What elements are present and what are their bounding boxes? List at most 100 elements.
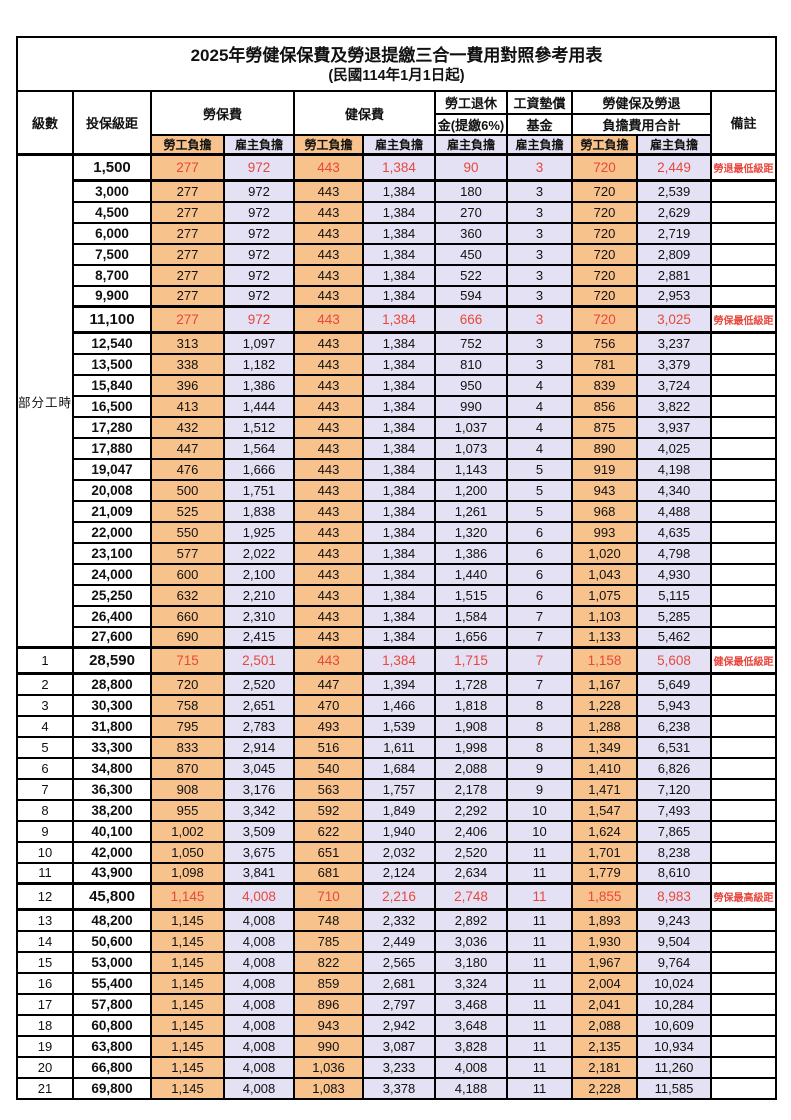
part-time-section-label: 部分工時	[15, 153, 75, 649]
bracket-cell: 50,600	[72, 929, 153, 953]
total-employee-cell: 1,133	[571, 625, 639, 649]
pension-employer-cell: 1,143	[434, 457, 509, 481]
level-cell: 8	[15, 798, 75, 822]
wage-fund-cell: 11	[506, 1013, 574, 1037]
level-cell: 12	[15, 882, 75, 911]
table-row: 4 31,800 795 2,783 493 1,539 1,908 8 1,288 6,238	[15, 714, 778, 738]
labor-employee-cell: 277	[150, 153, 226, 182]
note-cell: 勞退最低級距	[710, 153, 778, 182]
column-header-bracket: 投保級距	[72, 90, 153, 156]
total-employer-cell: 5,649	[636, 672, 713, 696]
health-employer-cell: 2,216	[362, 882, 437, 911]
pension-employer-cell: 990	[434, 394, 509, 418]
labor-employee-cell: 277	[150, 221, 226, 245]
health-employee-cell: 748	[293, 908, 365, 932]
wage-fund-cell: 4	[506, 415, 574, 439]
total-employer-cell: 3,379	[636, 352, 713, 376]
total-employee-cell: 968	[571, 499, 639, 523]
subheader-total-employee: 勞工負擔	[571, 134, 639, 156]
total-employee-cell: 1,043	[571, 562, 639, 586]
labor-employee-cell: 500	[150, 478, 226, 502]
table-row: 17,880 447 1,564 443 1,384 1,073 4 890 4,025	[17, 436, 778, 460]
health-employee-cell: 443	[293, 457, 365, 481]
labor-employee-cell: 955	[150, 798, 226, 822]
pension-employer-cell: 1,515	[434, 583, 509, 607]
total-employee-cell: 943	[571, 478, 639, 502]
labor-employee-cell: 660	[150, 604, 226, 628]
labor-employer-cell: 3,342	[223, 798, 296, 822]
table-row: 26,400 660 2,310 443 1,384 1,584 7 1,103 5,285	[17, 604, 778, 628]
wage-fund-cell: 6	[506, 541, 574, 565]
total-employee-cell: 1,855	[571, 882, 639, 911]
health-employee-cell: 592	[293, 798, 365, 822]
table-row: 1 28,590 715 2,501 443 1,384 1,715 7 1,158 5,608 健…	[15, 646, 778, 675]
labor-employer-cell: 972	[223, 284, 296, 308]
health-employee-cell: 516	[293, 735, 365, 759]
bracket-cell: 23,100	[72, 541, 153, 565]
bracket-cell: 34,800	[72, 756, 153, 780]
table-row: 4,500 277 972 443 1,384 270 3 720 2,629	[17, 200, 778, 224]
total-employee-cell: 1,893	[571, 908, 639, 932]
bracket-cell: 26,400	[72, 604, 153, 628]
total-employer-cell: 6,531	[636, 735, 713, 759]
bracket-cell: 3,000	[72, 179, 153, 203]
note-cell: 健保最低級距	[710, 646, 778, 675]
total-employee-cell: 1,779	[571, 861, 639, 885]
total-employer-cell: 5,285	[636, 604, 713, 628]
bracket-cell: 48,200	[72, 908, 153, 932]
total-employer-cell: 3,822	[636, 394, 713, 418]
labor-employer-cell: 972	[223, 179, 296, 203]
wage-fund-cell: 3	[506, 263, 574, 287]
labor-employer-cell: 972	[223, 305, 296, 334]
health-employer-cell: 1,384	[362, 263, 437, 287]
wage-fund-cell: 11	[506, 971, 574, 995]
health-employee-cell: 443	[293, 305, 365, 334]
health-employee-cell: 443	[293, 153, 365, 182]
labor-employer-cell: 4,008	[223, 1013, 296, 1037]
health-employer-cell: 1,384	[362, 604, 437, 628]
labor-employer-cell: 3,509	[223, 819, 296, 843]
health-employee-cell: 651	[293, 840, 365, 864]
note-cell	[710, 394, 778, 418]
bracket-cell: 43,900	[72, 861, 153, 885]
labor-employer-cell: 2,520	[223, 672, 296, 696]
total-employer-cell: 2,881	[636, 263, 713, 287]
bracket-cell: 19,047	[72, 457, 153, 481]
level-cell: 14	[15, 929, 75, 953]
bracket-cell: 66,800	[72, 1055, 153, 1079]
labor-employee-cell: 277	[150, 284, 226, 308]
total-employee-cell: 720	[571, 221, 639, 245]
pension-employer-cell: 270	[434, 200, 509, 224]
pension-employer-cell: 1,728	[434, 672, 509, 696]
labor-employee-cell: 277	[150, 179, 226, 203]
level-cell: 6	[15, 756, 75, 780]
total-employee-cell: 720	[571, 305, 639, 334]
pension-employer-cell: 90	[434, 153, 509, 182]
wage-fund-cell: 3	[506, 352, 574, 376]
note-cell	[710, 520, 778, 544]
health-employee-cell: 896	[293, 992, 365, 1016]
total-employee-cell: 756	[571, 331, 639, 355]
bracket-cell: 33,300	[72, 735, 153, 759]
note-cell	[710, 221, 778, 245]
labor-employer-cell: 972	[223, 221, 296, 245]
labor-employee-cell: 1,145	[150, 950, 226, 974]
column-header-pension-line2: 金(提繳6%)	[434, 113, 509, 136]
pension-employer-cell: 1,656	[434, 625, 509, 649]
total-employee-cell: 1,930	[571, 929, 639, 953]
pension-employer-cell: 810	[434, 352, 509, 376]
total-employer-cell: 4,025	[636, 436, 713, 460]
total-employee-cell: 1,103	[571, 604, 639, 628]
table-row: 9 40,100 1,002 3,509 622 1,940 2,406 10 1,624 7,8…	[15, 819, 778, 843]
labor-employer-cell: 1,097	[223, 331, 296, 355]
health-employer-cell: 1,684	[362, 756, 437, 780]
labor-employee-cell: 1,098	[150, 861, 226, 885]
wage-fund-cell: 5	[506, 478, 574, 502]
labor-employee-cell: 1,145	[150, 1076, 226, 1100]
labor-employee-cell: 277	[150, 305, 226, 334]
wage-fund-cell: 4	[506, 373, 574, 397]
table-row: 6 34,800 870 3,045 540 1,684 2,088 9 1,410 6,826	[15, 756, 778, 780]
labor-employer-cell: 1,386	[223, 373, 296, 397]
health-employer-cell: 2,797	[362, 992, 437, 1016]
pension-employer-cell: 1,584	[434, 604, 509, 628]
